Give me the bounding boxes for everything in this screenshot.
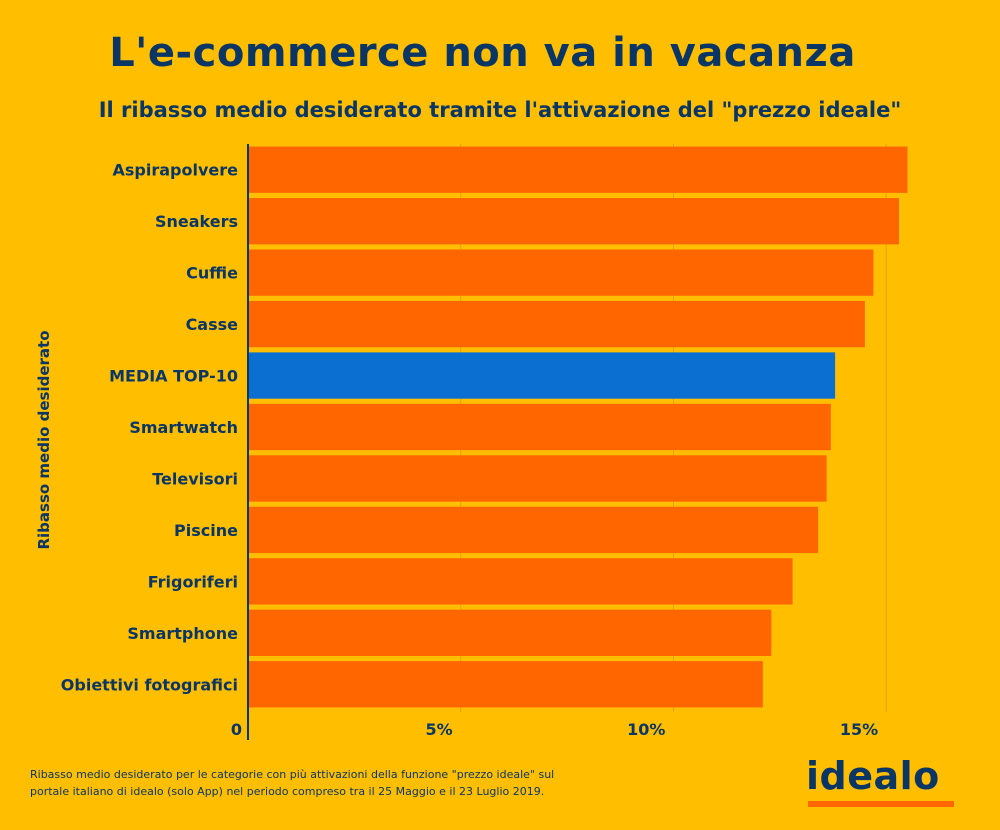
logo-underline: [808, 801, 954, 807]
category-label: Cuffie: [186, 264, 238, 283]
category-label: Smartwatch: [129, 418, 238, 437]
bar: [248, 403, 831, 451]
bar: [248, 609, 772, 656]
category-label: Televisori: [152, 469, 238, 488]
bar: [248, 146, 908, 193]
footnote: Ribasso medio desiderato per le categori…: [30, 768, 555, 798]
chart-subtitle: Il ribasso medio desiderato tramite l'at…: [98, 98, 902, 122]
bar-highlight: [248, 352, 836, 399]
bar-chart: Aspirapolvere Sneakers Cuffie Casse MEDIA TO…: [61, 144, 908, 740]
bar: [248, 249, 874, 296]
x-tick-label: 10%: [627, 720, 665, 739]
category-label: Smartphone: [127, 624, 238, 643]
idealo-logo[interactable]: idealo: [806, 756, 956, 808]
category-label: Piscine: [174, 521, 238, 540]
bar: [248, 455, 827, 502]
bar: [248, 506, 819, 554]
category-label: Sneakers: [155, 212, 238, 231]
category-label: MEDIA TOP-10: [109, 367, 238, 386]
category-label: Obiettivi fotografici: [61, 675, 238, 694]
bar: [248, 198, 899, 245]
x-tick-label: 5%: [426, 720, 453, 739]
y-axis-label-wrap: Ribasso medio desiderato: [32, 290, 56, 590]
y-axis-label-svg: Ribasso medio desiderato: [35, 330, 53, 549]
chart-title: L'e-commerce non va in vacanza: [109, 30, 856, 76]
logo-text: idealo: [806, 754, 940, 798]
category-label: Casse: [186, 315, 239, 334]
category-label: Frigoriferi: [148, 572, 238, 591]
bar: [248, 661, 763, 708]
x-tick-label: 0: [231, 720, 242, 739]
bar: [248, 558, 793, 605]
x-tick-label: 15%: [840, 720, 878, 739]
y-axis-label: Ribasso medio desiderato: [35, 330, 53, 549]
bar: [248, 300, 865, 348]
category-label: Aspirapolvere: [113, 161, 239, 180]
